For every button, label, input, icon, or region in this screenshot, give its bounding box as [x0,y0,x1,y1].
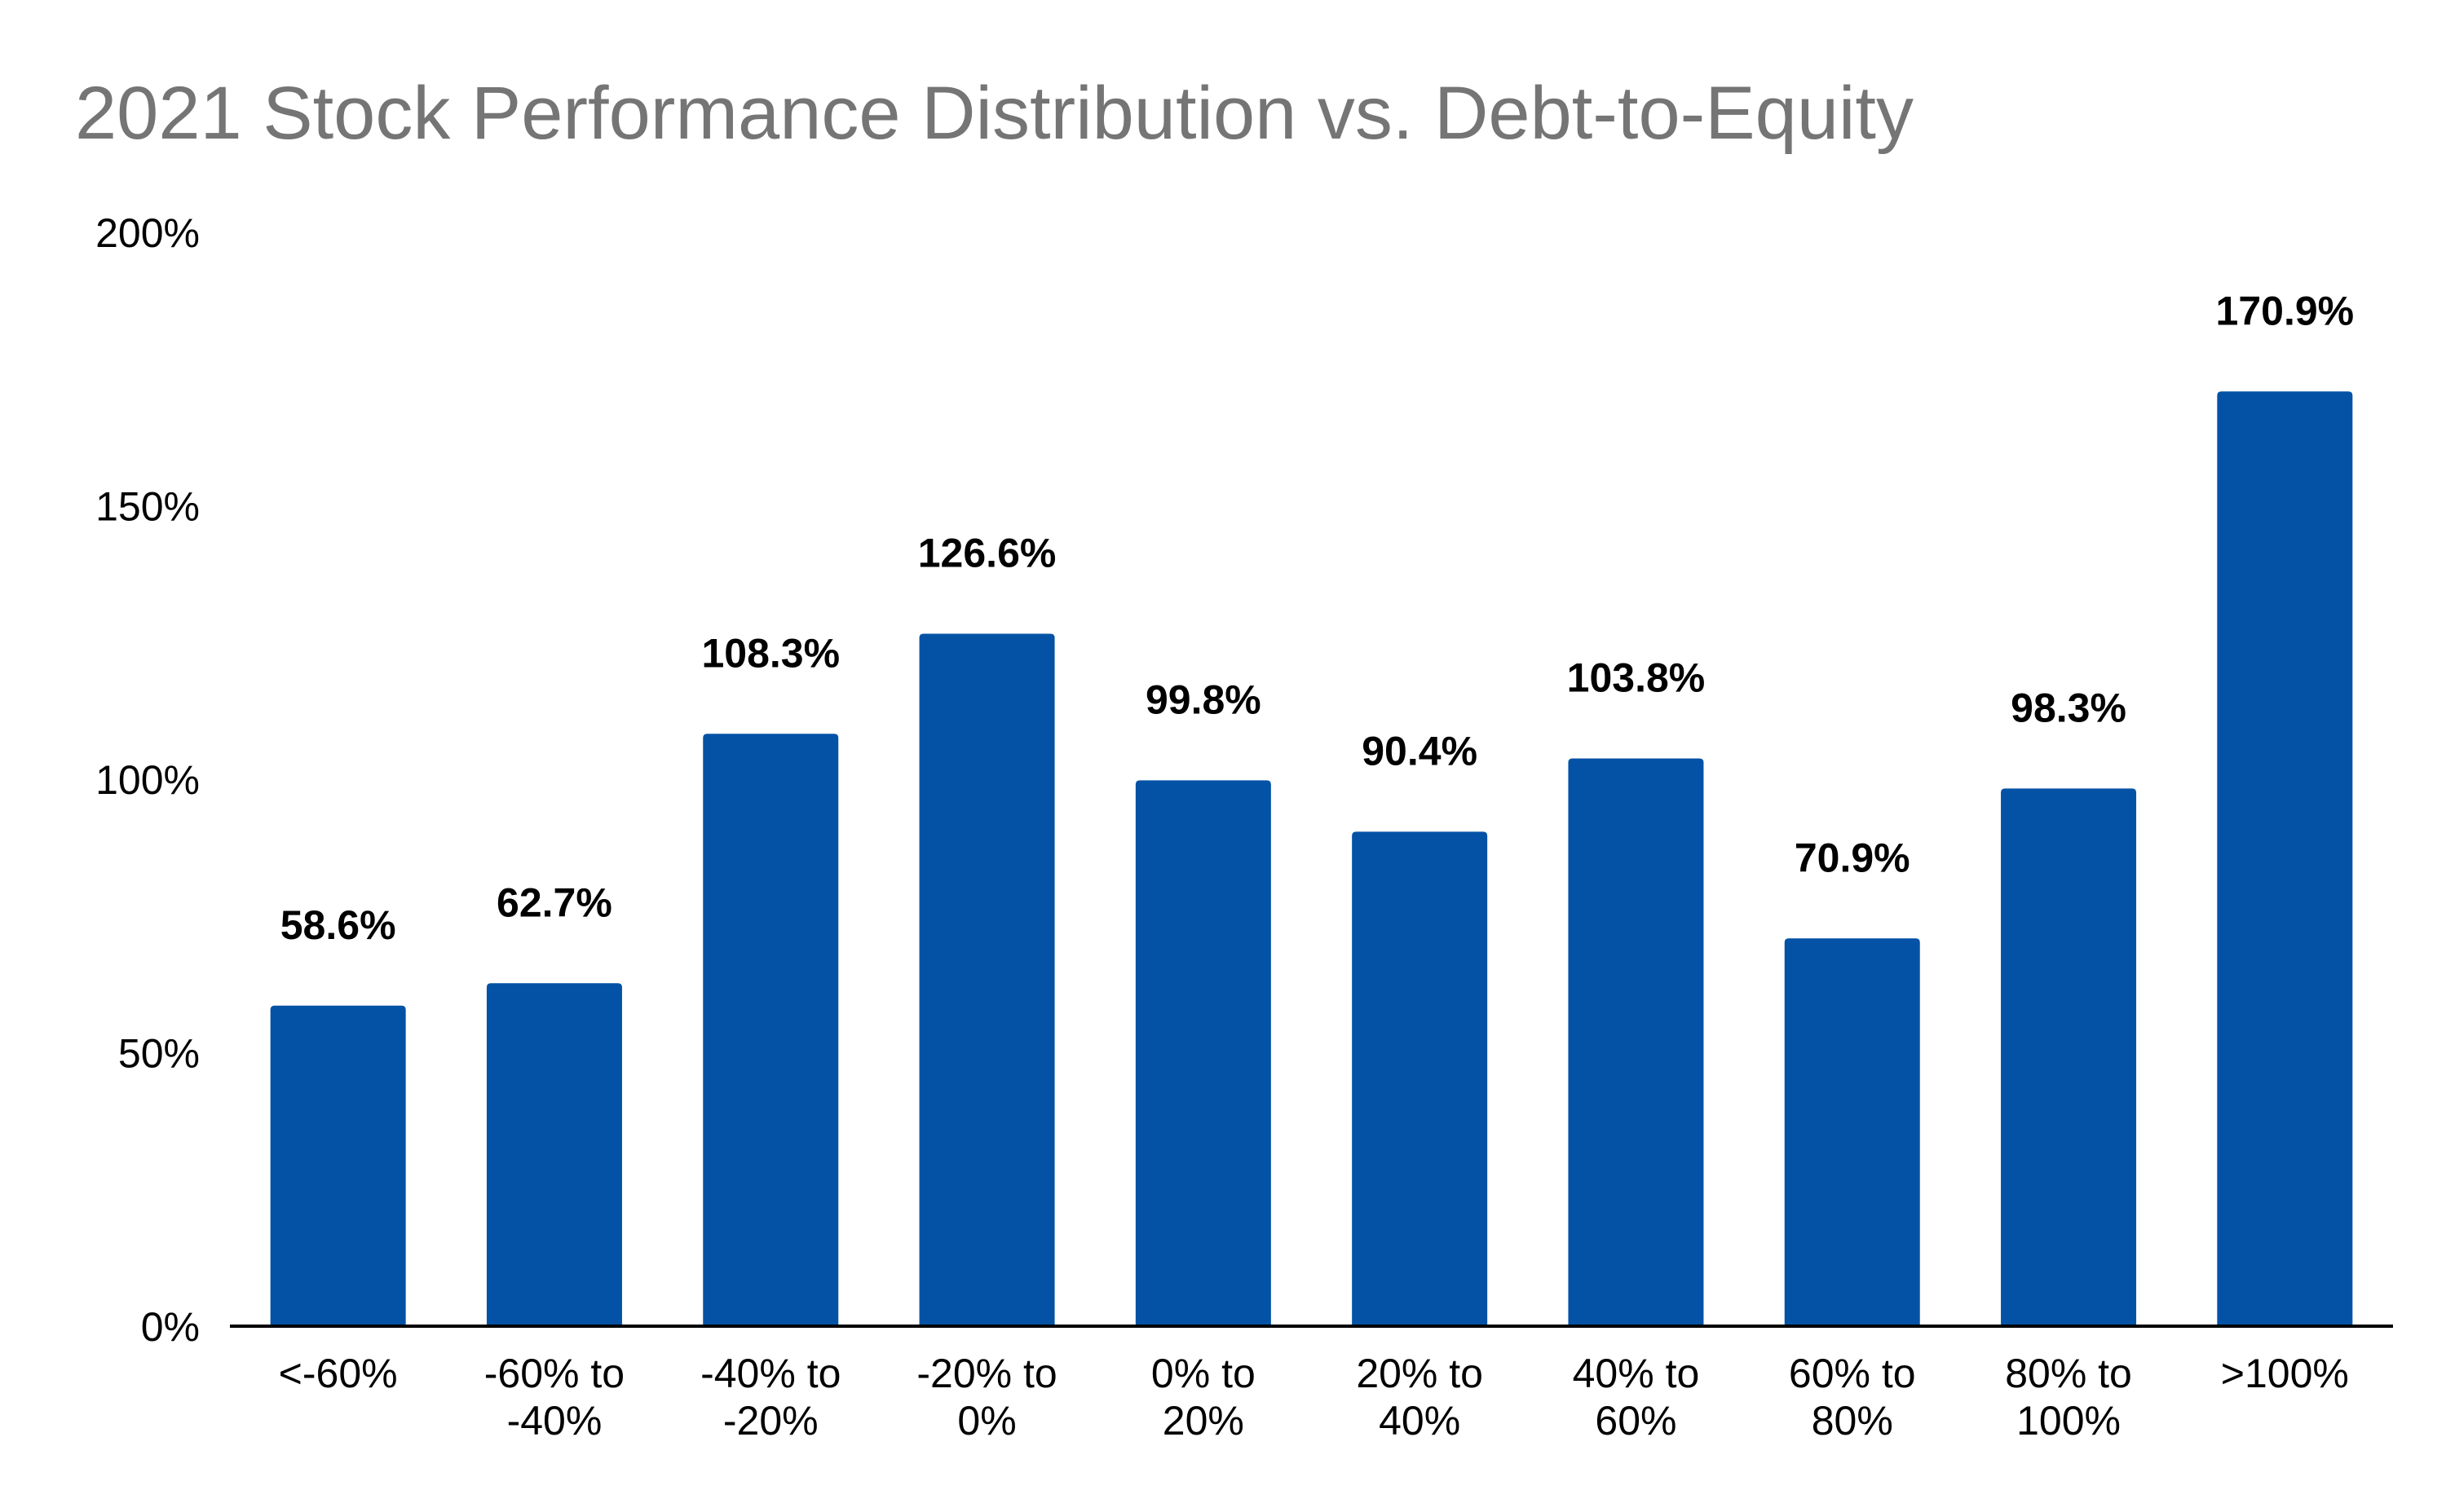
y-tick-label: 50% [118,1031,200,1077]
y-tick-label: 150% [95,484,200,530]
x-tick-label: 20% to 40% [1356,1351,1483,1444]
bar [486,983,622,1326]
y-tick-label: 200% [95,210,200,256]
bar [1784,938,1920,1326]
y-tick-label: 0% [141,1304,200,1350]
bar [1568,758,1704,1326]
x-tick-label-line: >100% [2221,1351,2349,1396]
bar [919,633,1055,1326]
data-label: 62.7% [497,879,612,925]
x-tick-label-line: 0% to [1151,1351,1256,1396]
x-tick-label-line: 80% to [2005,1351,2132,1396]
x-tick-label-line: 60% to [1789,1351,1916,1396]
x-tick-label-line: 40% [1379,1398,1460,1444]
x-tick-label-line: 0% [957,1398,1016,1444]
x-tick-label: -20% to 0% [916,1351,1057,1444]
x-tick-label-line: -20% [723,1398,819,1444]
x-axis-ticks: <-60% -60% to -40% -40% to -20% -20% to 0% 0% t… [279,1351,2349,1444]
x-tick-label-line: 60% [1595,1398,1676,1444]
x-tick-label-line: -40% to [700,1351,841,1396]
x-tick-label: -40% to -20% [700,1351,841,1444]
x-tick-label-line: 80% [1812,1398,1893,1444]
x-tick-label-line: 100% [2016,1398,2121,1444]
x-tick-label: 60% to 80% [1789,1351,1916,1444]
data-label: 58.6% [280,902,396,948]
data-label: 170.9% [2216,288,2355,333]
data-labels-group: 58.6% 62.7% 108.3% 126.6% 99.8% 90.4% 103.8% 70… [280,288,2354,948]
data-label: 70.9% [1795,835,1910,880]
bar [1135,780,1271,1326]
y-tick-label: 100% [95,757,200,803]
x-tick-label-line: <-60% [279,1351,398,1396]
data-label: 98.3% [2011,685,2126,730]
bar [703,734,839,1326]
bar [270,1005,406,1326]
x-tick-label-line: -20% to [916,1351,1057,1396]
x-tick-label-line: -60% to [484,1351,625,1396]
x-tick-label-line: -40% [507,1398,603,1444]
bar [2001,788,2137,1326]
chart-title: 2021 Stock Performance Distribution vs. … [75,72,1914,155]
data-label: 108.3% [701,630,840,676]
x-tick-label: <-60% [279,1351,398,1396]
data-label: 90.4% [1362,728,1477,774]
x-tick-label-line: 20% to [1356,1351,1483,1396]
x-tick-label: -60% to -40% [484,1351,625,1444]
x-tick-label: >100% [2221,1351,2349,1396]
x-tick-label: 0% to 20% [1151,1351,1256,1444]
x-tick-label-line: 20% [1163,1398,1244,1444]
data-label: 99.8% [1146,677,1261,722]
x-tick-label-line: 40% to [1573,1351,1700,1396]
bar [2217,391,2353,1326]
x-tick-label: 40% to 60% [1573,1351,1700,1444]
bars-group [270,391,2353,1326]
x-tick-label: 80% to 100% [2005,1351,2132,1444]
data-label: 126.6% [918,531,1057,576]
data-label: 103.8% [1567,655,1706,701]
y-axis-ticks: 0% 50% 100% 150% 200% [95,210,200,1350]
bar [1352,831,1488,1326]
